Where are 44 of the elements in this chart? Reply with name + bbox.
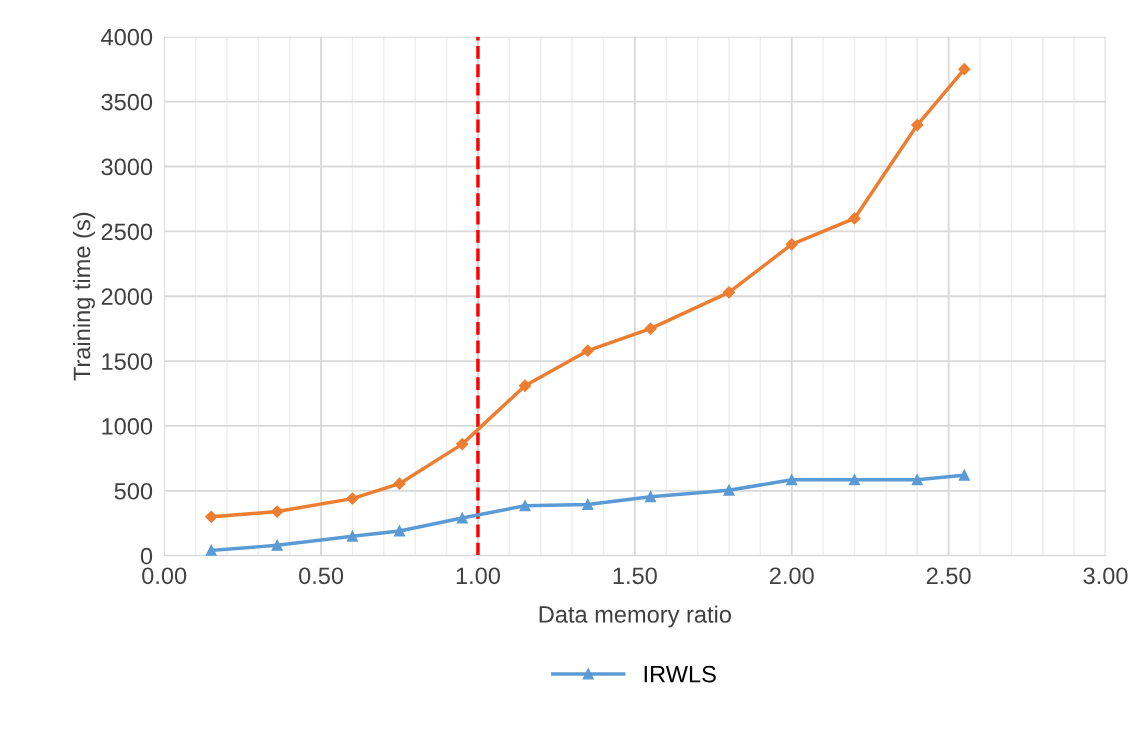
- x-tick-label: 3.00: [1083, 567, 1128, 585]
- point: [644, 322, 657, 335]
- point: [205, 510, 218, 523]
- point: [581, 344, 594, 357]
- x-axis-title: Data memory ratio: [539, 605, 731, 628]
- point: [346, 530, 358, 542]
- point: [848, 474, 861, 486]
- point: [644, 491, 657, 503]
- x-tick-label: 0.50: [299, 567, 344, 585]
- y-tick-label: 2000: [101, 288, 153, 306]
- y-tick-label: 3500: [101, 93, 153, 111]
- point: [456, 438, 469, 451]
- point: [346, 492, 359, 505]
- point: [519, 500, 531, 512]
- x-tick-label: 2.50: [926, 567, 971, 585]
- y-tick-label: 1500: [102, 353, 153, 370]
- y-tick-label: 0: [140, 547, 153, 565]
- point: [958, 63, 971, 76]
- point: [393, 525, 406, 537]
- y-tick-label: 500: [114, 482, 153, 500]
- point: [723, 484, 735, 496]
- y-tick-label: 1000: [102, 418, 153, 435]
- point: [582, 498, 594, 510]
- x-tick-label: 1.50: [613, 567, 657, 585]
- y-tick-label: 2500: [101, 223, 153, 241]
- y-tick-label: 4000: [101, 28, 153, 46]
- point: [958, 469, 970, 481]
- point: [848, 212, 861, 225]
- x-tick-label: 0.00: [142, 567, 187, 585]
- point: [722, 286, 736, 299]
- point: [456, 512, 468, 524]
- point: [786, 474, 798, 486]
- point: [518, 379, 532, 392]
- point: [911, 474, 923, 486]
- point: [393, 477, 406, 490]
- y-tick-label: 3000: [101, 158, 153, 176]
- point: [785, 238, 798, 251]
- point: [271, 539, 283, 551]
- legend-label: IRWLS: [644, 665, 716, 683]
- y-axis-title: Training time (s): [72, 212, 95, 381]
- x-tick-label: 2.00: [769, 567, 814, 585]
- x-tick-label: 1.00: [456, 567, 501, 585]
- point: [271, 505, 284, 518]
- point: [911, 118, 924, 132]
